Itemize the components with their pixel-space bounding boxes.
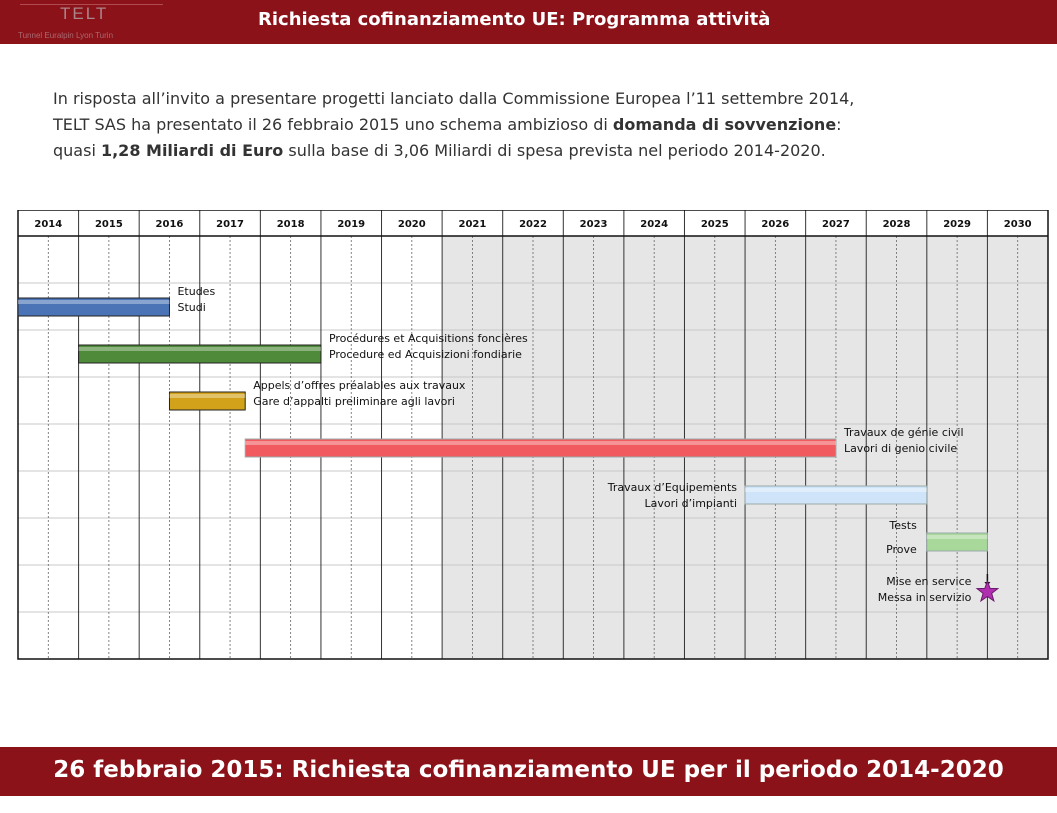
gantt-chart: 2014 2015 2016 2017 2018 2019 2020 2021 2022 2023… bbox=[17, 210, 1049, 660]
bar-impianti bbox=[744, 485, 928, 505]
year-label-2018: 2018 bbox=[277, 219, 305, 230]
year-label-2024: 2024 bbox=[640, 219, 668, 230]
gantt-frame bbox=[17, 210, 1049, 660]
year-label-2016: 2016 bbox=[156, 219, 184, 230]
intro-line-2-text: TELT SAS ha presentato il 26 febbraio 20… bbox=[53, 115, 613, 134]
year-label-2025: 2025 bbox=[701, 219, 729, 230]
slide-title: Richiesta cofinanziamento UE: Programma … bbox=[258, 9, 771, 30]
logo-subtitle: Tunnel Euralpin Lyon Turin bbox=[18, 31, 114, 40]
label-it-lavori_civili: Lavori di genio civile bbox=[844, 442, 957, 455]
year-label-2014: 2014 bbox=[34, 219, 62, 230]
year-label-2030: 2030 bbox=[1004, 219, 1032, 230]
label-it-procedure: Procedure ed Acquisizioni fondiarie bbox=[329, 348, 522, 361]
bar-highlight-procedure bbox=[78, 347, 321, 351]
footer-title: 26 febbraio 2015: Richiesta cofinanziame… bbox=[53, 757, 1004, 783]
bar-highlight-studi bbox=[18, 300, 170, 304]
label-it-gare: Gare d’appalti preliminare agli lavori bbox=[253, 395, 455, 408]
label-it-messa-in-servizio: Messa in servizio bbox=[878, 591, 972, 604]
bar-highlight-lavori_civili bbox=[245, 441, 836, 445]
year-label-2028: 2028 bbox=[883, 219, 911, 230]
year-label-2015: 2015 bbox=[95, 219, 123, 230]
label-fr-lavori_civili: Travaux de génie civil bbox=[843, 426, 964, 439]
bar-highlight-gare bbox=[169, 394, 246, 398]
bar-studi bbox=[17, 297, 170, 317]
year-label-2021: 2021 bbox=[458, 219, 486, 230]
intro-line-2-end: : bbox=[836, 115, 842, 134]
intro-line-3-end: sulla base di 3,06 Miliardi di spesa pre… bbox=[283, 141, 826, 160]
label-it-studi: Studi bbox=[177, 301, 205, 314]
label-fr-messa-in-servizio: Mise en service bbox=[886, 575, 971, 588]
bar-procedure bbox=[78, 344, 322, 364]
logo-line bbox=[20, 4, 163, 5]
intro-line-2: TELT SAS ha presentato il 26 febbraio 20… bbox=[53, 112, 1013, 138]
label-it-impianti: Lavori d’impianti bbox=[644, 497, 737, 510]
footer-bar: 26 febbraio 2015: Richiesta cofinanziame… bbox=[0, 747, 1057, 796]
bar-gare bbox=[168, 391, 246, 411]
label-fr-impianti: Travaux d’Equipements bbox=[607, 481, 738, 494]
year-label-2029: 2029 bbox=[943, 219, 971, 230]
label-fr-studi: Etudes bbox=[177, 285, 215, 298]
label-fr-gare: Appels d’offres préalables aux travaux bbox=[253, 379, 466, 392]
label-fr-prove: Tests bbox=[888, 519, 917, 532]
year-label-2020: 2020 bbox=[398, 219, 426, 230]
bar-highlight-impianti bbox=[745, 488, 927, 492]
bar-prove bbox=[926, 532, 988, 552]
year-label-2017: 2017 bbox=[216, 219, 244, 230]
label-fr-procedure: Procédures et Acquisitions foncières bbox=[329, 332, 528, 345]
intro-line-3-text: quasi bbox=[53, 141, 101, 160]
intro-paragraph: In risposta all’invito a presentare prog… bbox=[53, 86, 1013, 164]
year-label-2026: 2026 bbox=[761, 219, 789, 230]
bar-lavori_civili bbox=[244, 438, 837, 458]
header-bar: TELT Tunnel Euralpin Lyon Turin Richiest… bbox=[0, 0, 1057, 44]
bar-highlight-prove bbox=[926, 535, 988, 539]
year-label-2027: 2027 bbox=[822, 219, 850, 230]
telt-logo: TELT Tunnel Euralpin Lyon Turin bbox=[0, 0, 165, 44]
intro-line-3: quasi 1,28 Miliardi di Euro sulla base d… bbox=[53, 138, 1013, 164]
year-label-2019: 2019 bbox=[337, 219, 365, 230]
year-label-2023: 2023 bbox=[580, 219, 608, 230]
label-it-prove: Prove bbox=[886, 543, 917, 556]
intro-line-1: In risposta all’invito a presentare prog… bbox=[53, 86, 1013, 112]
intro-emphasis-domanda: domanda di sovvenzione bbox=[612, 115, 837, 134]
logo-name: TELT bbox=[60, 4, 109, 23]
intro-emphasis-amount: 1,28 Miliardi di Euro bbox=[100, 141, 284, 160]
milestone-star-icon bbox=[975, 579, 1000, 603]
year-label-2022: 2022 bbox=[519, 219, 547, 230]
intro-line-1-text: In risposta all’invito a presentare prog… bbox=[53, 89, 855, 108]
